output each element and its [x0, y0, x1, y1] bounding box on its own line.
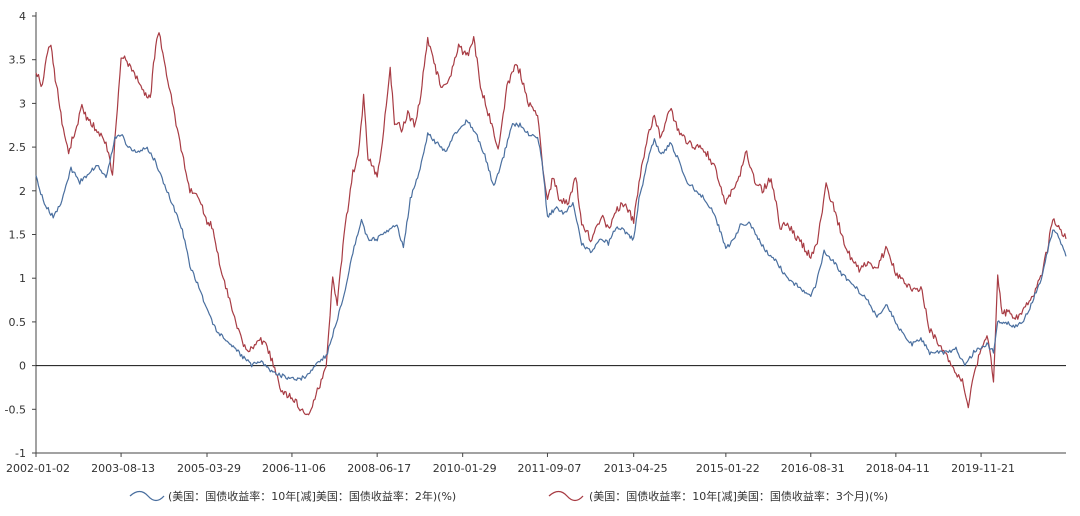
y-tick-label: 0.5 [9, 316, 27, 329]
series-line-1 [35, 119, 1067, 381]
x-tick-label: 2015-01-22 [696, 462, 760, 475]
legend-swatch-2 [548, 490, 584, 502]
x-tick-label: 2019-11-21 [951, 462, 1015, 475]
y-tick-label: 3 [19, 97, 26, 110]
x-tick-label: 2006-11-06 [262, 462, 326, 475]
y-tick-label: 0 [19, 360, 26, 373]
y-tick-label: -0.5 [5, 403, 26, 416]
x-tick-label: 2018-04-11 [866, 462, 930, 475]
y-tick-label: 2 [19, 185, 26, 198]
y-tick-label: -1 [15, 447, 26, 460]
y-tick-label: 1 [19, 272, 26, 285]
y-tick-label: 2.5 [9, 141, 27, 154]
legend-swatch-1 [129, 490, 165, 502]
y-tick-label: 4 [19, 10, 26, 23]
series-lines [35, 32, 1067, 416]
x-tick-label: 2008-06-17 [347, 462, 411, 475]
chart-axes: 4 3.5 3 2.5 2 1.5 1 0.5 0 -0.5 -1 2002-01-02 2003-08… [5, 10, 1066, 475]
x-tick-label: 2005-03-29 [177, 462, 241, 475]
y-tick-label: 3.5 [9, 54, 27, 67]
x-tick-label: 2002-01-02 [6, 462, 70, 475]
legend: (美国：国债收益率：10年[减]美国：国债收益率：2年)(%) (美国：国债收益率… [129, 489, 888, 503]
y-tick-label: 1.5 [9, 229, 27, 242]
x-tick-label: 2016-08-31 [781, 462, 845, 475]
legend-label-1: (美国：国债收益率：10年[减]美国：国债收益率：2年)(%) [168, 489, 456, 503]
legend-label-2: (美国：国债收益率：10年[减]美国：国债收益率：3个月)(%) [589, 489, 888, 503]
x-tick-label: 2010-01-29 [433, 462, 497, 475]
x-tick-label: 2003-08-13 [91, 462, 155, 475]
x-tick-label: 2011-09-07 [517, 462, 581, 475]
series-line-2 [35, 32, 1067, 416]
x-tick-label: 2013-04-25 [604, 462, 668, 475]
